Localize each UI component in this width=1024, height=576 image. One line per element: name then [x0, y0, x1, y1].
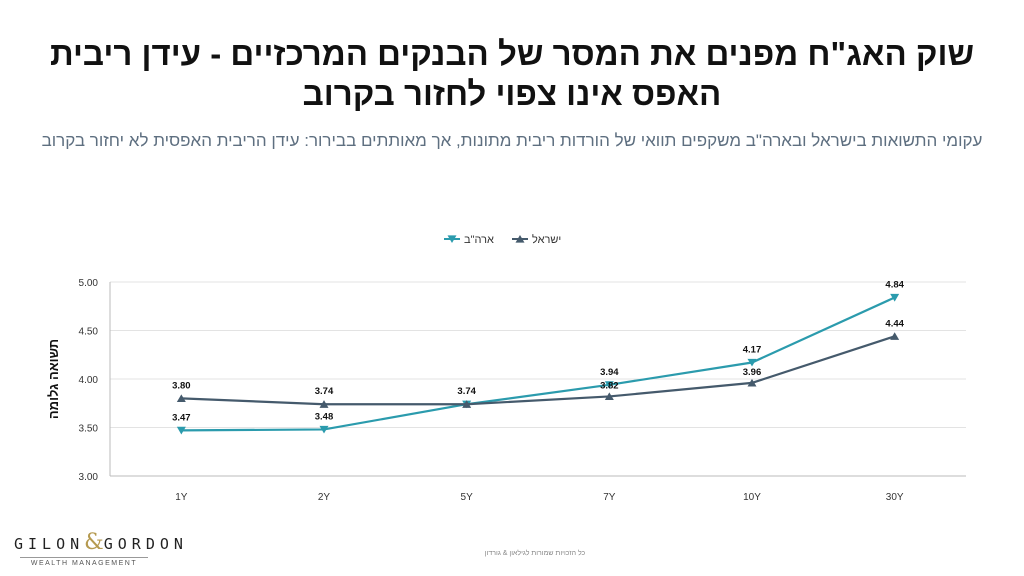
data-label: 4.84	[885, 280, 904, 291]
page-title: שוק האג"ח מפנים את המסר של הבנקים המרכזי…	[49, 35, 975, 112]
legend-marker	[447, 235, 457, 244]
logo-text-left: GILON	[14, 535, 85, 553]
data-label: 3.94	[600, 367, 619, 378]
data-label: 3.47	[172, 412, 191, 423]
data-point-marker	[176, 394, 186, 402]
company-logo: GILON&GORDON WEALTH MANAGEMENT	[14, 530, 183, 567]
data-label: 3.74	[457, 386, 476, 397]
y-tick-label: 4.00	[79, 375, 99, 386]
data-label: 4.44	[885, 318, 904, 329]
y-tick-label: 4.50	[79, 327, 99, 338]
x-tick-label: 5Y	[461, 492, 474, 503]
y-tick-label: 5.00	[79, 278, 99, 289]
data-label: 4.17	[743, 345, 762, 356]
data-label: 3.48	[315, 411, 334, 422]
x-tick-label: 1Y	[175, 492, 188, 503]
data-label: 3.96	[743, 367, 762, 378]
x-tick-label: 30Y	[886, 492, 904, 503]
y-axis-label: תשואה גלומה	[46, 339, 61, 419]
page-subtitle: עקומי התשואות בישראל ובארה"ב משקפים תווא…	[41, 131, 983, 150]
y-tick-label: 3.50	[79, 424, 99, 435]
legend-marker	[515, 234, 525, 243]
logo-subtitle: WEALTH MANAGEMENT	[30, 560, 138, 567]
y-tick-label: 3.00	[79, 472, 99, 483]
logo-text-right: GORDON	[103, 535, 188, 553]
data-point-marker	[319, 400, 329, 408]
x-tick-label: 10Y	[743, 492, 761, 503]
logo-ampersand: &	[84, 530, 104, 555]
data-label: 3.80	[172, 380, 191, 391]
data-point-marker	[176, 426, 186, 435]
legend-label: ישראל	[532, 233, 561, 246]
data-point-marker	[747, 358, 757, 367]
data-point-marker	[319, 425, 329, 434]
x-tick-label: 2Y	[318, 492, 331, 503]
data-label: 3.82	[600, 380, 619, 391]
data-point-marker	[462, 400, 472, 408]
data-point-marker	[890, 332, 900, 340]
data-point-marker	[604, 381, 614, 389]
data-point-marker	[604, 392, 614, 401]
legend-label: ארה"ב	[464, 234, 494, 246]
data-label: 3.74	[315, 386, 334, 397]
series-line-israel	[181, 335, 896, 406]
series-line-usa	[181, 296, 896, 432]
data-point-marker	[747, 378, 757, 387]
data-point-marker	[890, 293, 900, 302]
x-tick-label: 7Y	[603, 492, 616, 503]
copyright-footer: כל הזכויות שמורות לגילאון & גורדון	[484, 550, 586, 557]
